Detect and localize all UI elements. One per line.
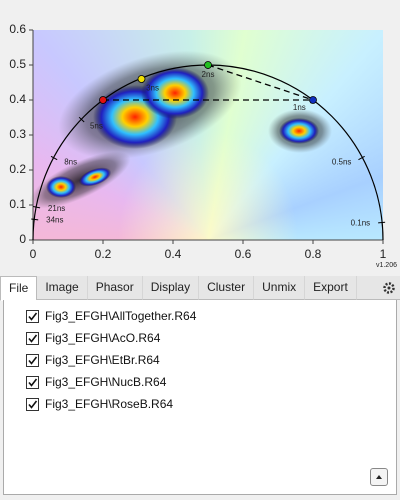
checkbox[interactable] bbox=[26, 397, 39, 411]
check-mark bbox=[28, 312, 38, 321]
x-tick-label: 0.8 bbox=[305, 247, 322, 261]
y-tick-label: 0.3 bbox=[9, 127, 26, 141]
y-tick-label: 0.6 bbox=[9, 22, 26, 36]
lifetime-label: 8ns bbox=[64, 158, 77, 167]
arrow-icon bbox=[376, 475, 382, 479]
y-tick-label: 0.4 bbox=[9, 92, 26, 106]
y-tick-label: 0.5 bbox=[9, 57, 26, 71]
file-row: Fig3_EFGH\RoseB.R64 bbox=[26, 394, 173, 414]
file-name: Fig3_EFGH\NucB.R64 bbox=[45, 375, 167, 389]
lifetime-tick bbox=[33, 206, 41, 209]
connector bbox=[207, 64, 314, 101]
check-mark bbox=[28, 400, 38, 409]
lifetime-label: 5ns bbox=[90, 121, 103, 130]
y-tick-label: 0.2 bbox=[9, 162, 26, 176]
file-name: Fig3_EFGH\AllTogether.R64 bbox=[45, 309, 197, 323]
lifetime-label: 3ns bbox=[146, 83, 159, 92]
phasor-plot: v1.206 0 0.1 0.2 0.3 0.4 0.5 0.6 0 0.2 0.4 0.6 0.8 1… bbox=[9, 22, 397, 269]
lifetime-label: 1ns bbox=[293, 103, 306, 112]
tab[interactable]: File bbox=[0, 276, 38, 301]
density-blob bbox=[141, 67, 209, 119]
x-tick-label: 0.6 bbox=[235, 247, 252, 261]
checkbox[interactable] bbox=[26, 353, 39, 367]
x-tick-label: 0.2 bbox=[95, 247, 112, 261]
checkbox[interactable] bbox=[26, 331, 39, 345]
lifetime-label: 0.5ns bbox=[332, 158, 352, 167]
file-row: Fig3_EFGH\NucB.R64 bbox=[26, 372, 166, 392]
lifetime-tick bbox=[31, 218, 39, 221]
cursor-point bbox=[204, 61, 212, 69]
lifetime-label: 21ns bbox=[48, 204, 65, 213]
file-name: Fig3_EFGH\EtBr.R64 bbox=[45, 353, 160, 367]
density-map bbox=[29, 50, 332, 209]
density-blob bbox=[46, 176, 76, 198]
gear-icon bbox=[383, 282, 395, 294]
tab[interactable]: Display bbox=[142, 276, 200, 300]
y-tick-label: 0.1 bbox=[9, 197, 26, 211]
lifetime-label: 2ns bbox=[202, 70, 215, 79]
lifetime-tick bbox=[358, 155, 365, 161]
lifetime-label: 0.1ns bbox=[351, 219, 371, 228]
x-tick-label: 1 bbox=[380, 247, 387, 261]
file-row: Fig3_EFGH\AcO.R64 bbox=[26, 328, 160, 348]
check-mark bbox=[28, 356, 38, 365]
cursor-point bbox=[309, 96, 317, 104]
x-tick-label: 0.4 bbox=[165, 247, 182, 261]
check-mark bbox=[28, 378, 38, 387]
tab[interactable]: Cluster bbox=[199, 276, 255, 300]
y-tick-label: 0 bbox=[19, 232, 26, 246]
tab[interactable]: Export bbox=[305, 276, 357, 300]
checkbox[interactable] bbox=[26, 375, 39, 389]
checkbox[interactable] bbox=[26, 309, 39, 323]
file-name: Fig3_EFGH\RoseB.R64 bbox=[45, 397, 174, 411]
file-panel: Fig3_EFGH\AllTogether.R64 Fig3_EFGH\AcO.R… bbox=[3, 300, 397, 495]
tab-spacer bbox=[356, 276, 378, 300]
file-row: Fig3_EFGH\EtBr.R64 bbox=[26, 350, 160, 370]
check-mark bbox=[28, 334, 38, 343]
tab-bar: File Image Phasor Display Cluster Unmix Export bbox=[0, 276, 400, 301]
file-row: Fig3_EFGH\AllTogether.R64 bbox=[26, 306, 196, 326]
scroll-button[interactable] bbox=[370, 468, 388, 486]
settings-button[interactable] bbox=[378, 276, 400, 300]
lifetime-tick bbox=[378, 221, 386, 224]
density-blob bbox=[279, 118, 319, 144]
density-blob bbox=[78, 167, 112, 187]
cursor-point bbox=[99, 96, 107, 104]
x-tick-label: 0 bbox=[30, 247, 37, 261]
cursor-point bbox=[137, 75, 146, 83]
lifetime-tick bbox=[78, 116, 85, 123]
lifetime-label: 34ns bbox=[46, 216, 63, 225]
tab[interactable]: Phasor bbox=[87, 276, 143, 300]
lifetime-tick bbox=[50, 155, 58, 161]
version-label: v1.206 bbox=[376, 262, 397, 269]
tab[interactable]: Unmix bbox=[254, 276, 306, 300]
file-name: Fig3_EFGH\AcO.R64 bbox=[45, 331, 161, 345]
tab[interactable]: Image bbox=[37, 276, 88, 300]
